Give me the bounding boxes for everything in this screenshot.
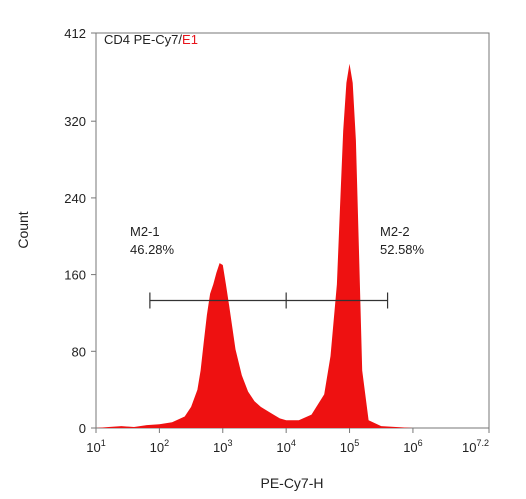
y-tick-label: 0 [79, 421, 86, 436]
x-axis: 101 102 103 104 105 106 107.2 [86, 428, 490, 455]
gate-right-percent: 52.58% [380, 242, 425, 257]
x-tick-label: 107.2 [462, 438, 489, 455]
gate-left-name: M2-1 [130, 224, 160, 239]
y-axis-title: Count [15, 211, 31, 248]
x-tick-label: 106 [403, 438, 422, 455]
y-tick-label: 320 [64, 114, 86, 129]
gate-right-name: M2-2 [380, 224, 410, 239]
y-tick-label: 412 [64, 26, 86, 41]
x-axis-title: PE-Cy7-H [260, 475, 323, 491]
y-tick-label: 240 [64, 191, 86, 206]
y-tick-label: 160 [64, 268, 86, 283]
gate-left-percent: 46.28% [130, 242, 175, 257]
y-tick-label: 80 [72, 344, 86, 359]
y-axis: 0 80 160 240 320 412 [64, 26, 96, 436]
x-tick-label: 101 [86, 438, 105, 455]
x-tick-label: 103 [213, 438, 232, 455]
x-tick-label: 102 [150, 438, 169, 455]
gate-marker [149, 292, 389, 309]
chart-title: CD4 PE-Cy7/E1 [104, 32, 198, 47]
x-tick-label: 104 [276, 438, 295, 455]
chart-title-prefix: CD4 PE-Cy7/ [104, 32, 182, 47]
chart-title-suffix: E1 [182, 32, 198, 47]
x-tick-label: 105 [340, 438, 359, 455]
